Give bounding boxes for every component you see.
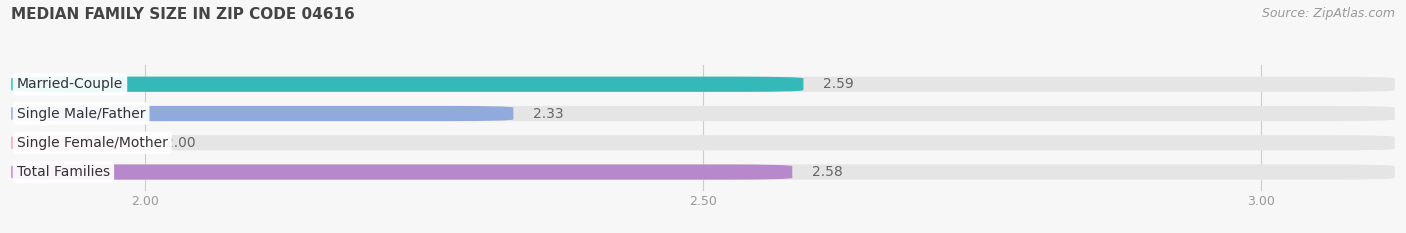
Text: Total Families: Total Families	[17, 165, 110, 179]
FancyBboxPatch shape	[11, 135, 1395, 150]
Text: Single Female/Mother: Single Female/Mother	[17, 136, 167, 150]
Text: 2.59: 2.59	[824, 77, 855, 91]
Text: Married-Couple: Married-Couple	[17, 77, 124, 91]
FancyBboxPatch shape	[11, 106, 1395, 121]
Text: Single Male/Father: Single Male/Father	[17, 106, 145, 120]
FancyBboxPatch shape	[11, 77, 1395, 92]
FancyBboxPatch shape	[11, 77, 803, 92]
FancyBboxPatch shape	[11, 164, 792, 180]
Text: 2.33: 2.33	[533, 106, 564, 120]
Text: Source: ZipAtlas.com: Source: ZipAtlas.com	[1261, 7, 1395, 20]
Text: MEDIAN FAMILY SIZE IN ZIP CODE 04616: MEDIAN FAMILY SIZE IN ZIP CODE 04616	[11, 7, 354, 22]
Text: 2.58: 2.58	[813, 165, 844, 179]
FancyBboxPatch shape	[11, 106, 513, 121]
FancyBboxPatch shape	[11, 164, 1395, 180]
Text: 2.00: 2.00	[166, 136, 195, 150]
FancyBboxPatch shape	[11, 135, 145, 150]
